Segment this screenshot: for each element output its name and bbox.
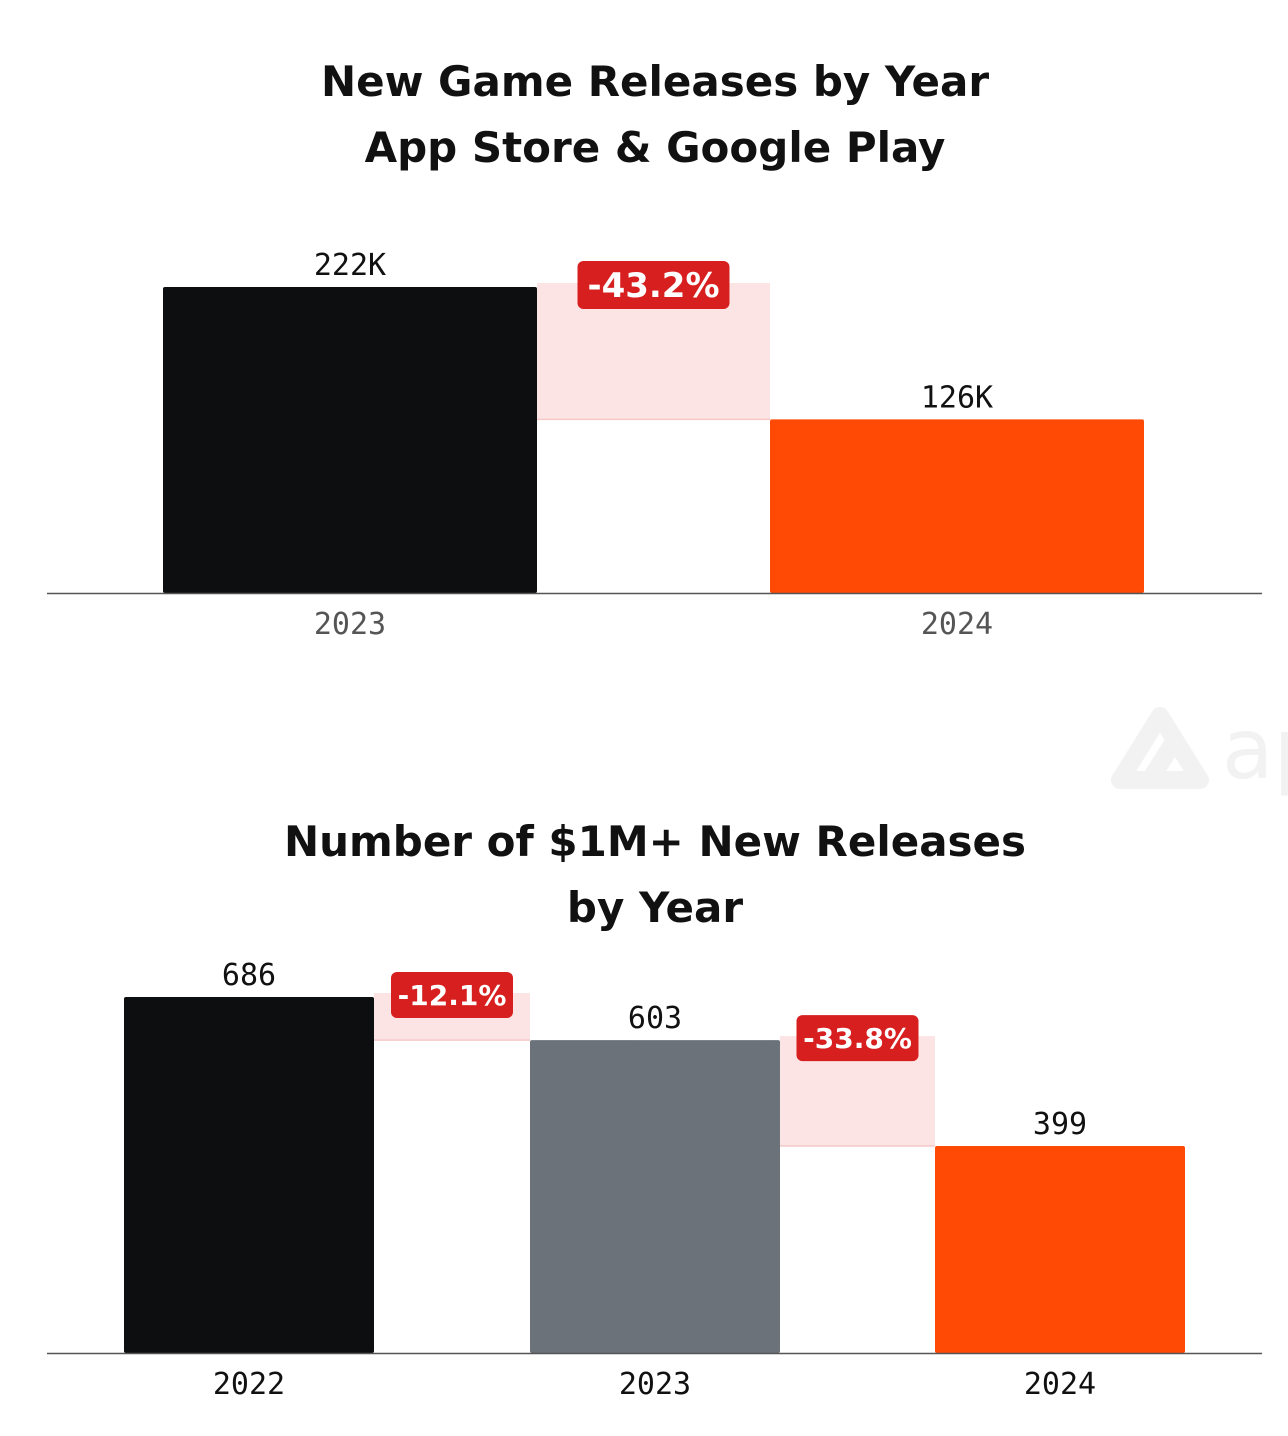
x-tick-label: 2023 (619, 1367, 691, 1402)
change-badge-label: -12.1% (398, 979, 507, 1012)
data-label: 686 (222, 958, 276, 993)
data-label: 222K (314, 248, 386, 283)
data-label: 399 (1033, 1107, 1087, 1142)
chart-title: Number of $1M+ New Releases (284, 817, 1026, 866)
watermark-logo-icon (1111, 707, 1209, 789)
x-tick-label: 2024 (1024, 1367, 1096, 1402)
change-badge (796, 1015, 919, 1062)
x-tick-label: 2024 (921, 607, 993, 642)
bar-2024 (935, 1145, 1185, 1353)
x-tick-label: 2022 (213, 1367, 285, 1402)
data-label: 126K (921, 380, 993, 415)
bar-2023 (163, 287, 537, 593)
watermark: ap (1111, 700, 1288, 798)
change-badge-label: -33.8% (803, 1022, 912, 1055)
chart-subtitle: App Store & Google Play (365, 123, 946, 172)
bar-2023 (530, 1040, 780, 1353)
watermark-text: ap (1222, 700, 1288, 798)
chart-new-game-releases: New Game Releases by Year App Store & Go… (47, 57, 1262, 642)
x-tick-label: 2023 (314, 607, 386, 642)
bar-2022 (124, 997, 374, 1353)
bar-2024 (770, 419, 1144, 593)
chart-title: New Game Releases by Year (321, 57, 989, 106)
change-badge (391, 972, 513, 1018)
change-badge (577, 261, 730, 309)
change-badge-label: -43.2% (587, 266, 719, 306)
chart-subtitle: by Year (567, 883, 743, 932)
chart-1m-new-releases: Number of $1M+ New Releases by Year 686 2… (47, 817, 1262, 1402)
data-label: 603 (628, 1001, 682, 1036)
